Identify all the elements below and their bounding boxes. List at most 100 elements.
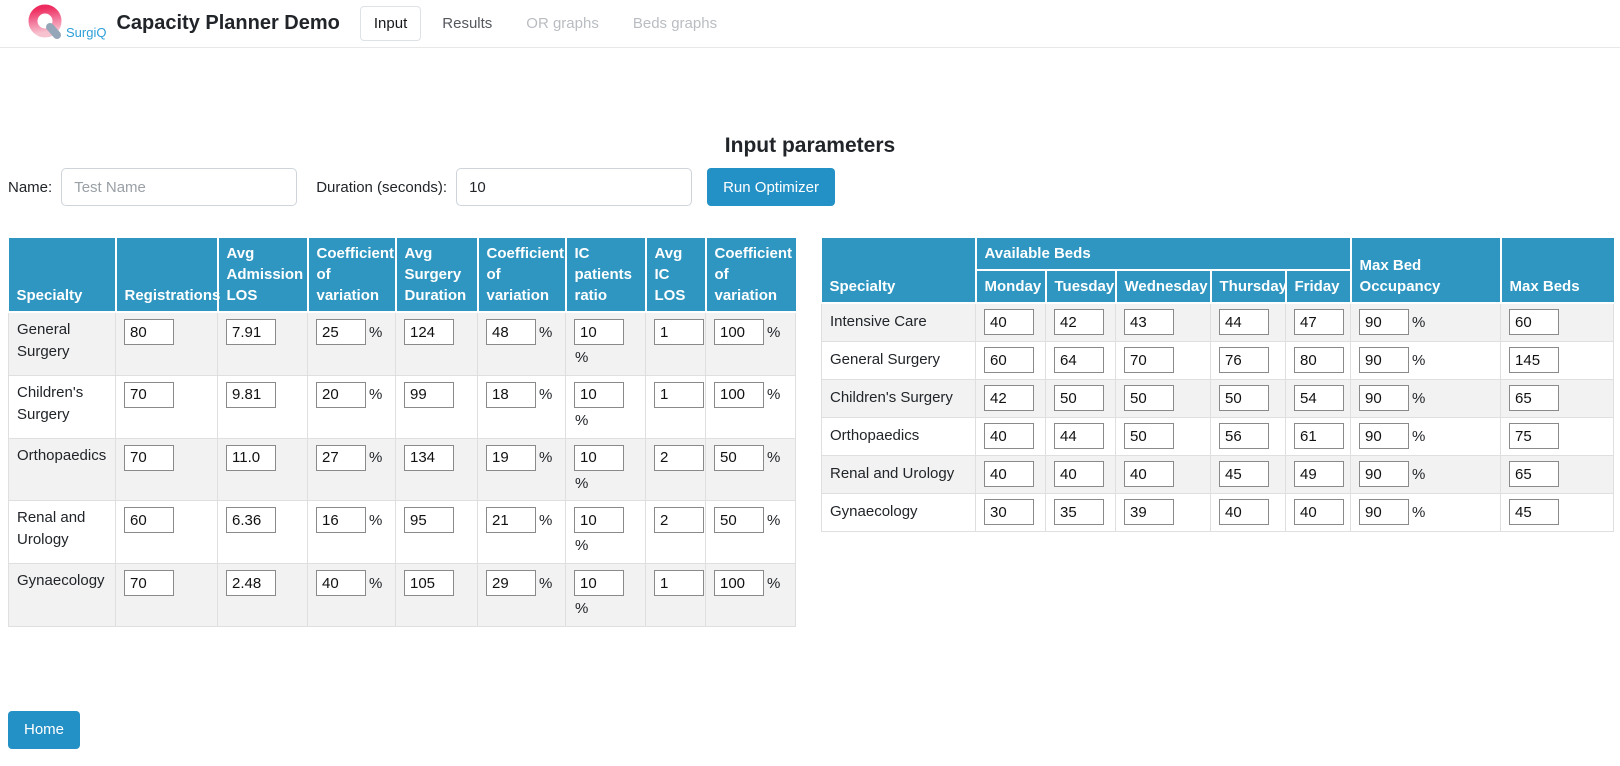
avg-admission-los-input[interactable] xyxy=(226,444,276,471)
cov-ic-input[interactable] xyxy=(714,570,764,596)
beds-wednesday-input[interactable] xyxy=(1124,309,1174,336)
registrations-input[interactable] xyxy=(124,444,174,471)
beds-thursday-input[interactable] xyxy=(1219,385,1269,411)
beds-wednesday-input[interactable] xyxy=(1124,385,1174,411)
specialty-cell: Children's Surgery xyxy=(8,374,116,439)
beds-wednesday-input[interactable] xyxy=(1124,423,1174,449)
max-beds-input[interactable] xyxy=(1509,347,1560,373)
beds-monday-input[interactable] xyxy=(984,347,1034,373)
beds-tuesday-input[interactable] xyxy=(1054,347,1104,373)
beds-friday-input[interactable] xyxy=(1294,461,1344,487)
beds-thursday-input[interactable] xyxy=(1219,423,1269,449)
avg-admission-los-input[interactable] xyxy=(226,507,276,534)
beds-tuesday-input[interactable] xyxy=(1054,385,1104,411)
cov-surgery-input[interactable] xyxy=(486,570,536,596)
beds-friday-input[interactable] xyxy=(1294,385,1344,411)
avg-ic-los-input[interactable] xyxy=(654,507,704,534)
percent-sign: % xyxy=(767,323,781,341)
run-optimizer-button[interactable]: Run Optimizer xyxy=(707,168,835,206)
cov-admission-input[interactable] xyxy=(316,381,366,408)
max-bed-occupancy-input[interactable] xyxy=(1359,385,1410,411)
max-bed-occupancy-input[interactable] xyxy=(1359,423,1410,449)
beds-thursday-input[interactable] xyxy=(1219,461,1269,487)
cov-admission-input[interactable] xyxy=(316,507,366,534)
max-beds-input[interactable] xyxy=(1509,423,1560,449)
beds-monday-input[interactable] xyxy=(984,423,1034,449)
max-bed-occupancy-input[interactable] xyxy=(1359,309,1410,336)
cov-surgery-input[interactable] xyxy=(486,319,536,345)
registrations-input[interactable] xyxy=(124,570,174,596)
max-beds-input[interactable] xyxy=(1509,309,1560,336)
beds-friday-input[interactable] xyxy=(1294,309,1344,336)
home-button[interactable]: Home xyxy=(8,710,81,749)
beds-monday-input[interactable] xyxy=(984,499,1034,525)
cov-surgery-input[interactable] xyxy=(486,444,536,471)
ic-patients-ratio-input[interactable] xyxy=(574,507,624,534)
beds-friday-input[interactable] xyxy=(1294,499,1344,525)
max-bed-occupancy-input[interactable] xyxy=(1359,499,1410,525)
registrations-input[interactable] xyxy=(124,381,174,408)
cov-ic-input[interactable] xyxy=(714,319,764,345)
col-avg-admission-los: Avg Admission LOS xyxy=(216,238,309,313)
avg-surgery-duration-input[interactable] xyxy=(404,507,454,534)
surgiq-logo: SurgiQ xyxy=(26,4,106,44)
avg-surgery-duration-input[interactable] xyxy=(404,444,454,471)
cov-surgery-input[interactable] xyxy=(486,381,536,408)
cov-admission-input[interactable] xyxy=(316,570,366,596)
beds-tuesday-input[interactable] xyxy=(1054,309,1104,336)
name-input[interactable] xyxy=(61,168,298,206)
avg-ic-los-input[interactable] xyxy=(654,381,704,408)
specialty-cell: Orthopaedics xyxy=(8,437,116,502)
avg-ic-los-input[interactable] xyxy=(654,444,704,471)
beds-monday-input[interactable] xyxy=(984,461,1034,487)
beds-tuesday-input[interactable] xyxy=(1054,499,1104,525)
ic-patients-ratio-input[interactable] xyxy=(574,381,624,408)
ic-patients-ratio-input[interactable] xyxy=(574,570,624,596)
col-thursday: Thursday xyxy=(1209,269,1287,304)
avg-surgery-duration-input[interactable] xyxy=(404,319,454,345)
cov-ic-input[interactable] xyxy=(714,444,764,471)
avg-admission-los-input[interactable] xyxy=(226,319,276,345)
beds-wednesday-input[interactable] xyxy=(1124,461,1174,487)
beds-thursday-input[interactable] xyxy=(1219,499,1269,525)
beds-friday-input[interactable] xyxy=(1294,347,1344,373)
avg-surgery-duration-input[interactable] xyxy=(404,570,454,596)
percent-sign: % xyxy=(369,511,383,529)
cov-admission-input[interactable] xyxy=(316,444,366,471)
beds-thursday-input[interactable] xyxy=(1219,347,1269,373)
tab-results[interactable]: Results xyxy=(442,15,493,32)
tab-input[interactable]: Input xyxy=(359,6,422,41)
beds-tuesday-input[interactable] xyxy=(1054,461,1104,487)
ic-patients-ratio-input[interactable] xyxy=(574,444,624,471)
beds-wednesday-input[interactable] xyxy=(1124,347,1174,373)
cov-surgery-input[interactable] xyxy=(486,507,536,534)
max-bed-occupancy-input[interactable] xyxy=(1359,347,1410,373)
beds-monday-input[interactable] xyxy=(984,385,1034,411)
tab-or-graphs[interactable]: OR graphs xyxy=(526,15,599,32)
beds-tuesday-input[interactable] xyxy=(1054,423,1104,449)
max-beds-input[interactable] xyxy=(1509,461,1560,487)
avg-ic-los-input[interactable] xyxy=(654,319,704,345)
beds-wednesday-input[interactable] xyxy=(1124,499,1174,525)
cov-ic-input[interactable] xyxy=(714,507,764,534)
col-max-beds: Max Beds xyxy=(1499,238,1614,304)
max-beds-input[interactable] xyxy=(1509,385,1560,411)
duration-input[interactable] xyxy=(456,168,693,206)
avg-admission-los-input[interactable] xyxy=(226,381,276,408)
beds-thursday-input[interactable] xyxy=(1219,309,1269,336)
tab-beds-graphs[interactable]: Beds graphs xyxy=(632,15,718,32)
table-row: Children's Surgery % % % % xyxy=(8,374,796,439)
beds-monday-input[interactable] xyxy=(984,309,1034,336)
ic-patients-ratio-input[interactable] xyxy=(574,319,624,345)
registrations-input[interactable] xyxy=(124,319,174,345)
avg-surgery-duration-input[interactable] xyxy=(404,381,454,408)
avg-ic-los-input[interactable] xyxy=(654,570,704,596)
beds-friday-input[interactable] xyxy=(1294,423,1344,449)
col-registrations: Registrations xyxy=(114,238,220,313)
avg-admission-los-input[interactable] xyxy=(226,570,276,596)
cov-ic-input[interactable] xyxy=(714,381,764,408)
max-bed-occupancy-input[interactable] xyxy=(1359,461,1410,487)
cov-admission-input[interactable] xyxy=(316,319,366,345)
registrations-input[interactable] xyxy=(124,507,174,534)
max-beds-input[interactable] xyxy=(1509,499,1560,525)
